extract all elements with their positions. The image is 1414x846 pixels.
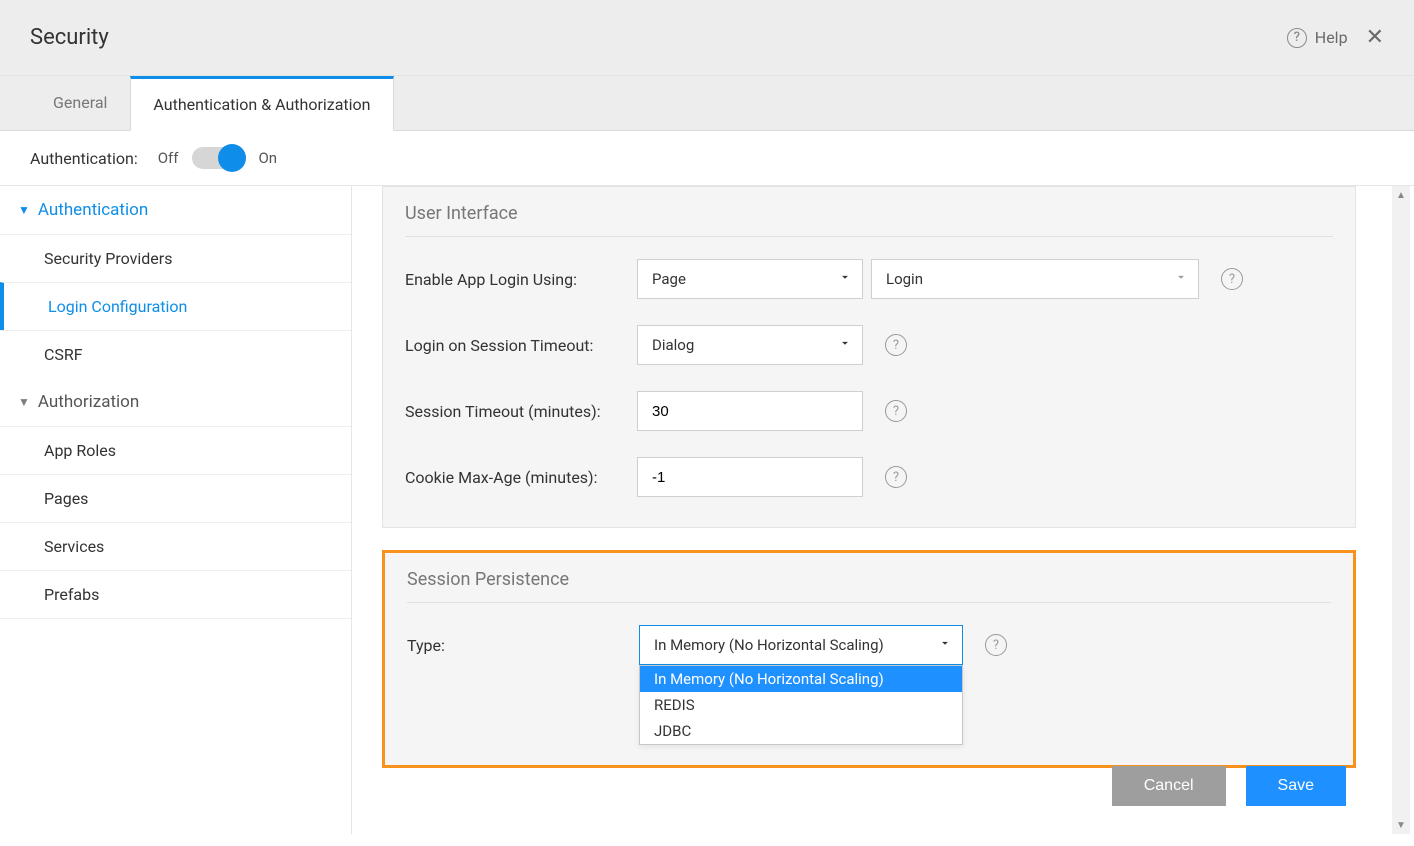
toggle-knob [218,144,246,172]
tabs-bar: General Authentication & Authorization [0,76,1414,131]
dropdown-option-redis[interactable]: REDIS [640,692,962,718]
help-icon[interactable]: ? [885,400,907,422]
cancel-button[interactable]: Cancel [1112,766,1226,806]
main-layout: ▼ Authentication Security Providers Logi… [0,186,1414,834]
label-enable-app-login: Enable App Login Using: [405,270,637,289]
panel-title-ui: User Interface [405,195,1333,237]
dropdown-option-in-memory[interactable]: In Memory (No Horizontal Scaling) [640,666,962,692]
sidebar-group-authentication[interactable]: ▼ Authentication [0,186,351,234]
panel-session-persistence: Session Persistence Type: In Memory (No … [382,550,1356,768]
authentication-label: Authentication: [30,149,138,168]
sidebar: ▼ Authentication Security Providers Logi… [0,186,352,834]
row-session-type: Type: In Memory (No Horizontal Scaling) … [407,625,1331,665]
sidebar-group-authorization[interactable]: ▼ Authorization [0,378,351,426]
label-session-timeout-minutes: Session Timeout (minutes): [405,402,637,421]
row-session-timeout-minutes: Session Timeout (minutes): ? [405,391,1333,431]
help-icon: ? [1287,28,1307,48]
sidebar-item-services[interactable]: Services [0,522,351,570]
select-session-timeout-login[interactable]: Dialog [637,325,863,365]
session-timeout-field[interactable] [652,403,832,420]
sidebar-item-csrf[interactable]: CSRF [0,330,351,378]
label-login-on-session-timeout: Login on Session Timeout: [405,336,637,355]
session-type-dropdown: In Memory (No Horizontal Scaling) REDIS … [639,665,963,745]
select-session-type[interactable]: In Memory (No Horizontal Scaling) In Mem… [639,625,963,665]
toggle-on-label: On [258,149,277,167]
help-icon[interactable]: ? [885,466,907,488]
row-login-on-session-timeout: Login on Session Timeout: Dialog ? [405,325,1333,365]
chevron-down-icon [1174,270,1188,288]
help-link[interactable]: ? Help [1287,28,1348,48]
scroll-down-button[interactable]: ▼ [1392,816,1410,834]
save-button[interactable]: Save [1246,766,1346,806]
page-header: Security ? Help ✕ [0,0,1414,76]
select-login-page[interactable]: Login [871,259,1199,299]
input-session-timeout[interactable] [637,391,863,431]
content-area: User Interface Enable App Login Using: P… [352,186,1414,834]
close-button[interactable]: ✕ [1366,27,1384,49]
row-enable-app-login: Enable App Login Using: Page Login ? [405,259,1333,299]
row-cookie-max-age: Cookie Max-Age (minutes): ? [405,457,1333,497]
content-inner: User Interface Enable App Login Using: P… [352,186,1386,768]
select-login-mode[interactable]: Page [637,259,863,299]
sidebar-item-security-providers[interactable]: Security Providers [0,234,351,282]
dropdown-option-jdbc[interactable]: JDBC [640,718,962,744]
tab-auth[interactable]: Authentication & Authorization [130,76,393,131]
sidebar-group-label: Authorization [38,392,139,412]
sidebar-group-label: Authentication [38,200,148,220]
panel-user-interface: User Interface Enable App Login Using: P… [382,186,1356,528]
header-actions: ? Help ✕ [1287,27,1384,49]
panel-title-session: Session Persistence [407,561,1331,603]
help-icon[interactable]: ? [985,634,1007,656]
scrollbar[interactable]: ▲ ▼ [1392,186,1410,834]
cookie-max-age-field[interactable] [652,469,832,486]
select-value: Page [652,270,686,288]
select-value: Dialog [652,336,694,354]
select-value: In Memory (No Horizontal Scaling) [654,636,884,654]
input-cookie-max-age[interactable] [637,457,863,497]
authentication-toggle-group: Off On [158,147,277,169]
label-cookie-max-age: Cookie Max-Age (minutes): [405,468,637,487]
sidebar-item-pages[interactable]: Pages [0,474,351,522]
help-icon[interactable]: ? [1221,268,1243,290]
sidebar-item-prefabs[interactable]: Prefabs [0,570,351,619]
chevron-down-icon [838,270,852,288]
label-session-type: Type: [407,636,639,655]
footer-actions: Cancel Save [1112,766,1346,806]
chevron-down-icon [938,636,952,654]
page-title: Security [30,25,109,50]
sidebar-item-app-roles[interactable]: App Roles [0,426,351,474]
chevron-down-icon: ▼ [18,203,30,217]
authentication-toggle[interactable] [192,147,244,169]
help-icon[interactable]: ? [885,334,907,356]
sidebar-item-login-configuration[interactable]: Login Configuration [0,282,351,330]
toggle-off-label: Off [158,149,179,167]
tab-general[interactable]: General [30,76,130,130]
select-value: Login [886,270,923,288]
chevron-down-icon: ▼ [18,395,30,409]
help-label: Help [1315,28,1348,47]
chevron-down-icon [838,336,852,354]
authentication-toggle-row: Authentication: Off On [0,131,1414,186]
scroll-up-button[interactable]: ▲ [1392,186,1410,204]
